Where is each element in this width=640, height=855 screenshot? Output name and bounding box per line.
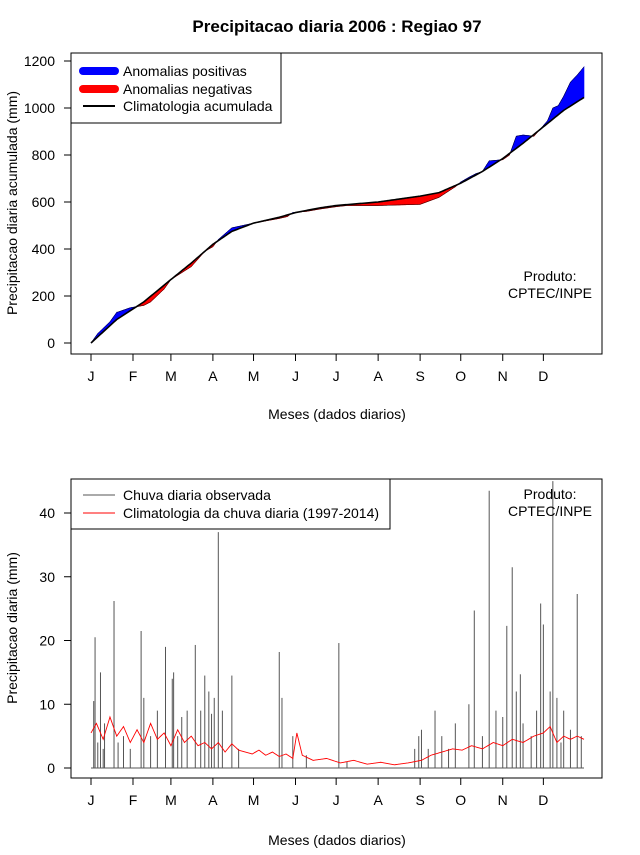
x-tick-label: M <box>248 368 260 384</box>
y-tick-label: 1200 <box>24 53 55 69</box>
top-x-axis-label: Meses (dados diarios) <box>268 406 406 422</box>
bottom-x-axis-label: Meses (dados diarios) <box>268 832 406 848</box>
y-tick-label: 20 <box>39 633 55 649</box>
y-tick-label: 800 <box>32 147 56 163</box>
x-tick-label: J <box>292 368 299 384</box>
x-tick-label: J <box>88 792 95 808</box>
y-tick-label: 1000 <box>24 100 55 116</box>
climatology-daily-line <box>91 717 584 765</box>
y-tick-label: 30 <box>39 569 55 585</box>
x-tick-label: S <box>415 368 424 384</box>
y-tick-label: 400 <box>32 241 56 257</box>
x-tick-label: M <box>165 792 177 808</box>
x-tick-label: S <box>415 792 424 808</box>
legend-label-climatology-daily: Climatologia da chuva diaria (1997-2014) <box>123 505 379 521</box>
y-tick-label: 200 <box>32 288 56 304</box>
top-y-axis-label: Precipitacao diaria acumulada (mm) <box>4 91 20 315</box>
legend-label-observed: Chuva diaria observada <box>123 487 271 503</box>
x-tick-label: A <box>208 792 218 808</box>
x-tick-label: O <box>455 792 466 808</box>
positive-anomaly-segment <box>583 67 584 98</box>
legend-label-negative: Anomalias negativas <box>123 81 252 97</box>
cumulative-chart: 0 200 400 600 800 1000 1200 J F M A M J J A S O N D Meses… <box>4 53 602 422</box>
daily-chart: 0 10 20 30 40 J F M A M J J A S O N D Meses (dados diar… <box>4 479 602 848</box>
bottom-y-axis-label: Precipitacao diaria (mm) <box>4 552 20 704</box>
bottom-legend: Chuva diaria observada Climatologia da c… <box>71 479 390 529</box>
x-tick-label: M <box>165 368 177 384</box>
top-legend: Anomalias positivas Anomalias negativas … <box>71 53 281 123</box>
y-tick-label: 600 <box>32 194 56 210</box>
y-tick-label: 40 <box>39 505 55 521</box>
x-tick-label: N <box>498 368 508 384</box>
x-tick-label: O <box>455 368 466 384</box>
y-tick-label: 10 <box>39 696 55 712</box>
top-product-label: Produto: <box>524 268 577 284</box>
top-y-axis: 0 200 400 600 800 1000 1200 <box>24 53 71 351</box>
x-tick-label: F <box>129 792 138 808</box>
legend-label-climatology: Climatologia acumulada <box>123 98 273 114</box>
x-tick-label: A <box>208 368 218 384</box>
bottom-product-label: Produto: <box>524 486 577 502</box>
x-tick-label: J <box>88 368 95 384</box>
x-tick-label: J <box>292 792 299 808</box>
x-tick-label: D <box>538 792 548 808</box>
y-tick-label: 0 <box>47 760 55 776</box>
bottom-product-source: CPTEC/INPE <box>508 503 592 519</box>
x-tick-label: D <box>538 368 548 384</box>
top-product-source: CPTEC/INPE <box>508 285 592 301</box>
legend-label-positive: Anomalias positivas <box>123 63 247 79</box>
bottom-y-axis: 0 10 20 30 40 <box>39 505 71 776</box>
y-tick-label: 0 <box>47 335 55 351</box>
x-tick-label: F <box>129 368 138 384</box>
climatology-cumulative-line <box>91 97 584 343</box>
x-tick-label: J <box>333 792 340 808</box>
x-tick-label: M <box>248 792 260 808</box>
chart-title: Precipitacao diaria 2006 : Regiao 97 <box>192 17 481 36</box>
x-tick-label: N <box>498 792 508 808</box>
x-tick-label: A <box>373 368 383 384</box>
x-tick-label: A <box>373 792 383 808</box>
x-tick-label: J <box>333 368 340 384</box>
